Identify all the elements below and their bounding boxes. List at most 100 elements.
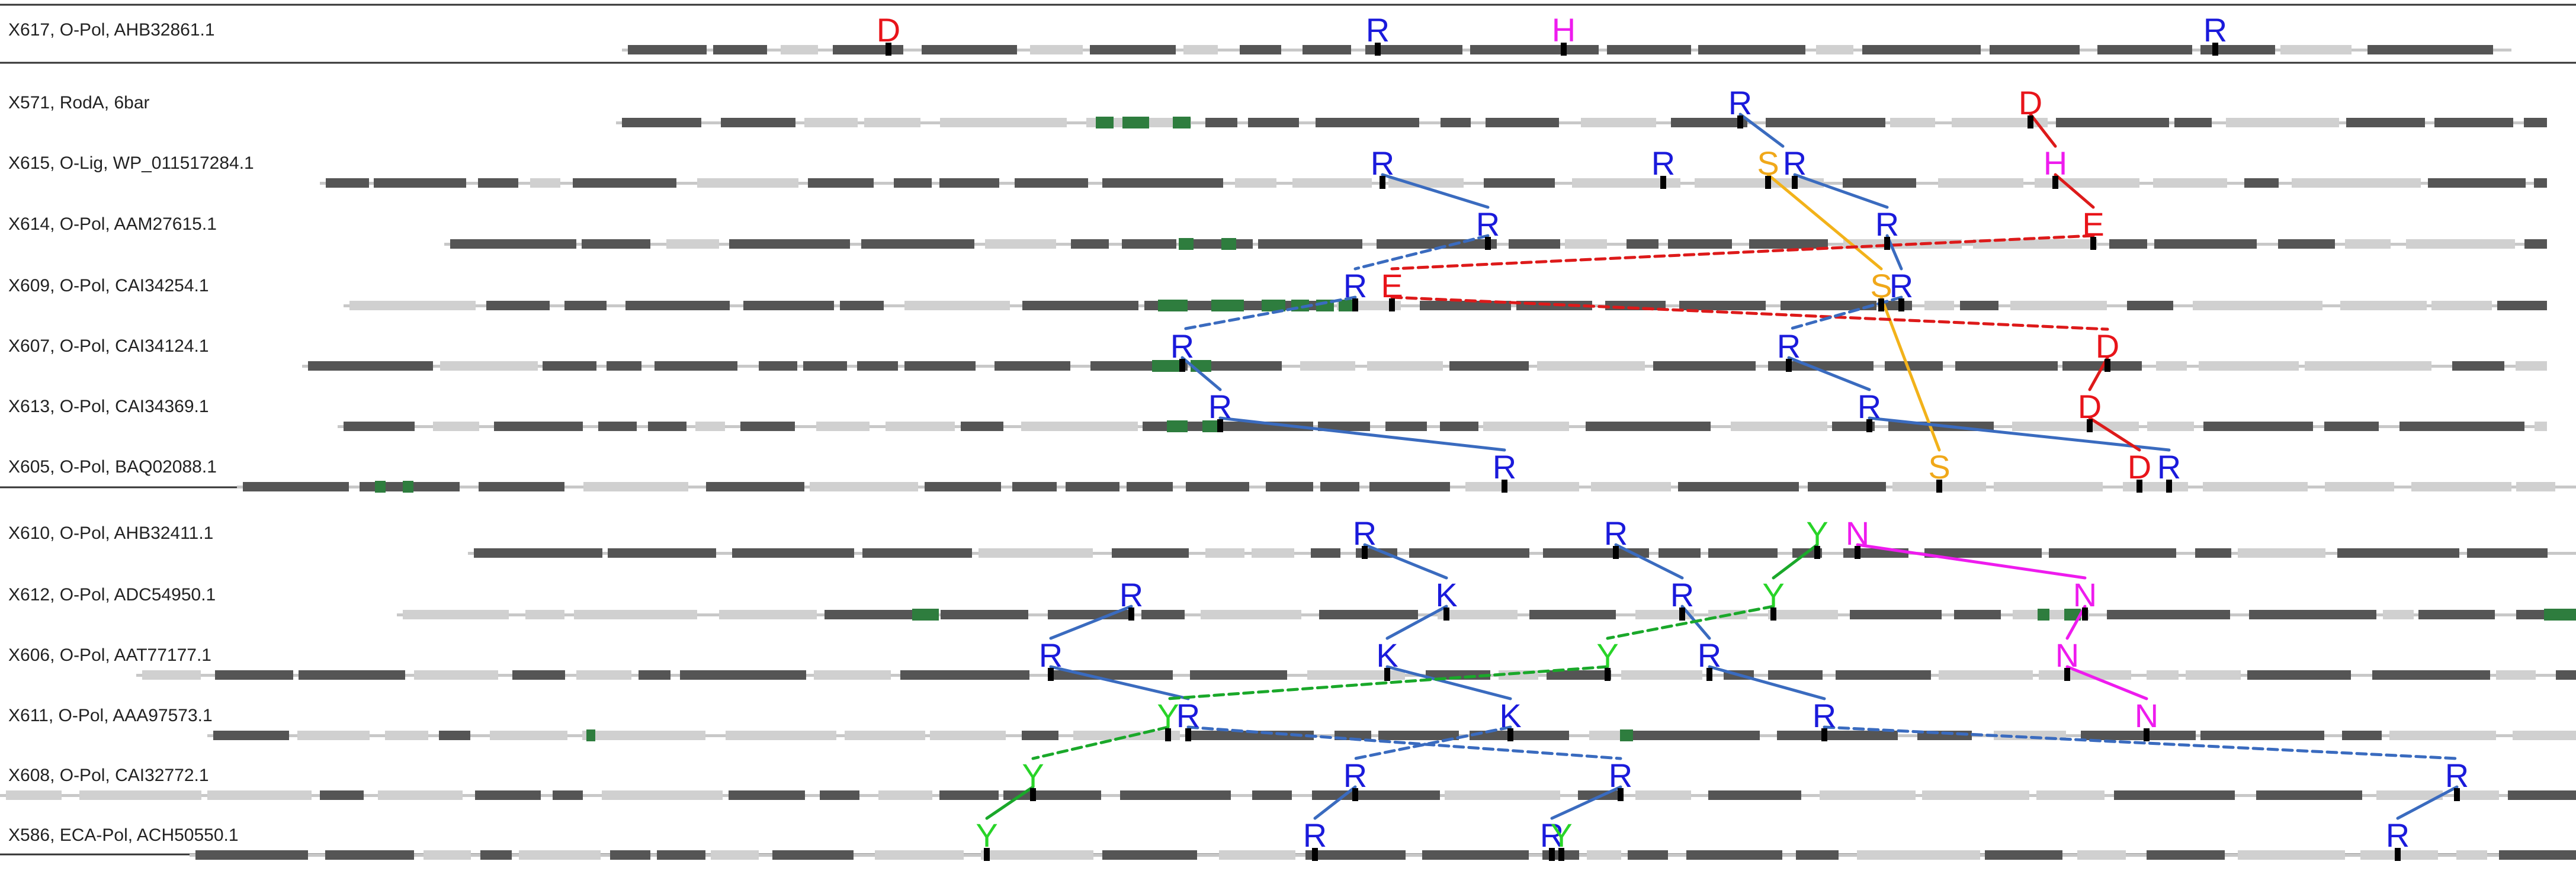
- sequence-block: [213, 731, 289, 740]
- sequence-block: [1266, 482, 1313, 491]
- residue-marker: R: [1208, 388, 1232, 432]
- residue-marker: R: [1890, 267, 1913, 311]
- sequence-block: [2156, 361, 2187, 371]
- residue-letter: E: [1381, 267, 1403, 304]
- residue-letter: R: [1890, 267, 1913, 304]
- sequence-block: [2278, 239, 2335, 249]
- residue-tick: [1561, 43, 1567, 56]
- sequence-block: [2280, 45, 2352, 54]
- sequence-block: [1820, 790, 1916, 800]
- residue-letter: H: [1552, 11, 1576, 49]
- residue-marker: R: [1303, 817, 1327, 861]
- residue-tick: [1618, 788, 1624, 801]
- sequence-block: [857, 361, 898, 371]
- residue-markers: D R H RR DR R S R HR R ER E SRR R DR R DR S D RR R Y NR K R Y NR K Y…: [877, 11, 2469, 861]
- sequence-block: [2406, 239, 2515, 249]
- sequence-block: [6, 790, 62, 800]
- sequence-block: [1547, 670, 1611, 680]
- residue-link: [1218, 416, 1506, 452]
- sequence-block: [424, 850, 471, 860]
- sequence-block: [525, 610, 564, 619]
- residue-link: [1180, 295, 1357, 331]
- sequence-block: [711, 850, 759, 860]
- sequence-block: [1205, 548, 1244, 558]
- residue-tick: [1549, 848, 1555, 861]
- sequence-block: [740, 422, 795, 431]
- residue-letter: N: [2055, 637, 2079, 674]
- residue-link: [1049, 665, 1190, 700]
- sequence-tracks: [0, 45, 2576, 860]
- sequence-block: [2516, 482, 2555, 491]
- sequence-block: [486, 301, 550, 310]
- row-label: X612, O-Pol, ADC54950.1: [8, 585, 216, 605]
- residue-letter: R: [1875, 205, 1899, 243]
- residue-tick: [1878, 298, 1884, 311]
- sequence-block: [1449, 361, 1529, 371]
- sequence-block: [2195, 548, 2231, 558]
- sequence-block: [2200, 45, 2275, 54]
- sequence-block: [1607, 45, 1691, 54]
- residue-marker: S: [1870, 267, 1892, 311]
- sequence-block: [695, 422, 725, 431]
- residue-letter: K: [1435, 576, 1457, 613]
- sequence-track: [616, 118, 2547, 127]
- sequence-block: [1090, 45, 1176, 54]
- residue-letter: R: [1783, 144, 1807, 182]
- sequence-block: [2077, 850, 2126, 860]
- residue-marker: R: [1609, 757, 1632, 801]
- residue-link: [1180, 356, 1222, 391]
- residue-link: [1772, 543, 1819, 580]
- sequence-block: [2186, 670, 2241, 680]
- residue-letter: R: [1119, 576, 1143, 613]
- residue-link: [1823, 725, 2459, 760]
- feature-block: [375, 481, 386, 493]
- sequence-block: [1832, 422, 1875, 431]
- residue-letter: R: [1208, 388, 1232, 425]
- residue-marker: R: [1366, 11, 1390, 56]
- sequence-block: [1954, 610, 2001, 619]
- sequence-block: [1102, 178, 1223, 188]
- sequence-block: [450, 239, 576, 249]
- residue-tick: [2064, 668, 2070, 681]
- sequence-block: [2383, 610, 2414, 619]
- residue-link: [2065, 665, 2148, 700]
- sequence-block: [1671, 118, 1747, 127]
- sequence-block: [1445, 790, 1560, 800]
- residue-marker: R: [1039, 637, 1063, 681]
- sequence-block: [1240, 45, 1281, 54]
- sequence-block: [602, 790, 723, 800]
- sequence-block: [1030, 45, 1083, 54]
- sequence-block: [726, 731, 836, 740]
- residue-marker: Y: [976, 817, 998, 861]
- sequence-block: [2499, 850, 2576, 860]
- feature-block: [586, 729, 595, 741]
- sequence-block: [543, 361, 596, 371]
- sequence-block: [1938, 178, 2023, 188]
- row-label: X609, O-Pol, CAI34254.1: [8, 276, 209, 295]
- row-label: X613, O-Pol, CAI34369.1: [8, 397, 209, 416]
- sequence-block: [1924, 548, 2042, 558]
- sequence-block: [2247, 670, 2351, 680]
- sequence-block: [2238, 850, 2345, 860]
- sequence-block: [403, 610, 509, 619]
- residue-marker: H: [1552, 11, 1576, 56]
- sequence-block: [922, 45, 1017, 54]
- residue-letter: R: [1777, 327, 1801, 365]
- residue-link: [1550, 785, 1622, 820]
- sequence-block: [480, 850, 512, 860]
- sequence-block: [1320, 482, 1359, 491]
- sequence-block: [1422, 850, 1529, 860]
- sequence-block: [1589, 731, 1624, 740]
- sequence-block: [904, 361, 976, 371]
- sequence-track: [468, 548, 2576, 558]
- residue-tick: [2144, 728, 2150, 741]
- residue-tick: [1312, 848, 1318, 861]
- residue-letter: R: [1728, 84, 1752, 121]
- residue-tick: [2087, 419, 2093, 432]
- sequence-block: [2226, 118, 2339, 127]
- sequence-block: [2496, 670, 2536, 680]
- residue-letter: R: [1176, 697, 1200, 734]
- sequence-block: [1305, 850, 1406, 860]
- sequence-block: [1843, 178, 1916, 188]
- sequence-block: [1537, 361, 1645, 371]
